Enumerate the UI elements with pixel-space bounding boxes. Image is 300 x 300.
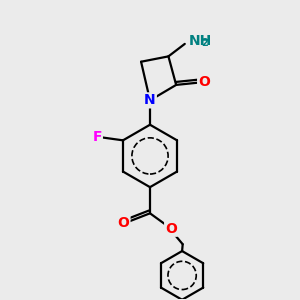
Text: O: O: [198, 75, 210, 89]
Text: N: N: [144, 93, 156, 107]
Text: 2: 2: [201, 38, 208, 48]
Text: F: F: [92, 130, 102, 144]
Text: O: O: [118, 216, 130, 230]
Text: O: O: [165, 222, 177, 236]
Text: NH: NH: [188, 34, 212, 48]
